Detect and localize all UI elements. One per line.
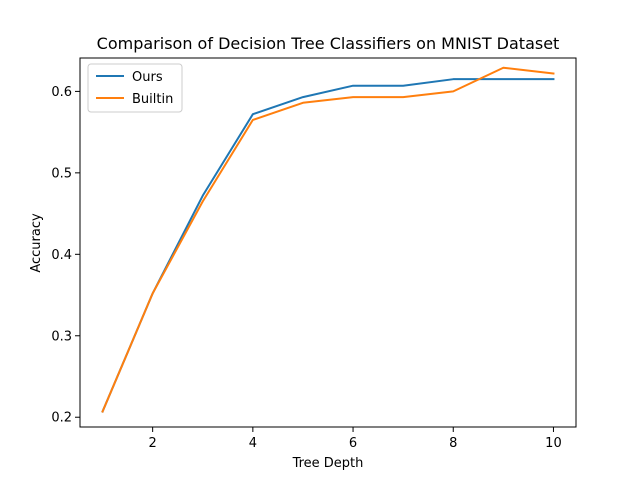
y-tick-label: 0.5: [51, 166, 72, 181]
y-tick-label: 0.3: [51, 329, 72, 344]
x-tick-label: 4: [249, 436, 257, 451]
x-tick-label: 2: [149, 436, 157, 451]
x-tick-label: 6: [349, 436, 357, 451]
series-layer: [101, 66, 555, 413]
x-tick-label: 10: [545, 436, 562, 451]
y-tick-label: 0.6: [51, 85, 72, 100]
x-axis-ticks: 2 4 6 8 10: [149, 427, 562, 451]
x-axis-label: Tree Depth: [292, 456, 364, 471]
chart-title: Comparison of Decision Tree Classifiers …: [97, 34, 560, 53]
y-tick-label: 0.4: [51, 248, 72, 263]
legend-label-ours: Ours: [132, 70, 163, 85]
y-tick-label: 0.2: [51, 411, 72, 426]
y-axis-label: Accuracy: [29, 213, 44, 273]
plot-frame: [79, 57, 577, 428]
x-tick-label: 8: [449, 436, 457, 451]
y-axis-ticks: 0.2 0.3 0.4 0.5 0.6: [51, 85, 80, 426]
legend: Ours Builtin: [87, 63, 183, 113]
plot-area: 2 4 6 8 10 0.2 0.3 0.4 0.5 0.6: [51, 57, 577, 451]
series-line-builtin: [101, 66, 555, 413]
legend-label-builtin: Builtin: [132, 92, 173, 107]
